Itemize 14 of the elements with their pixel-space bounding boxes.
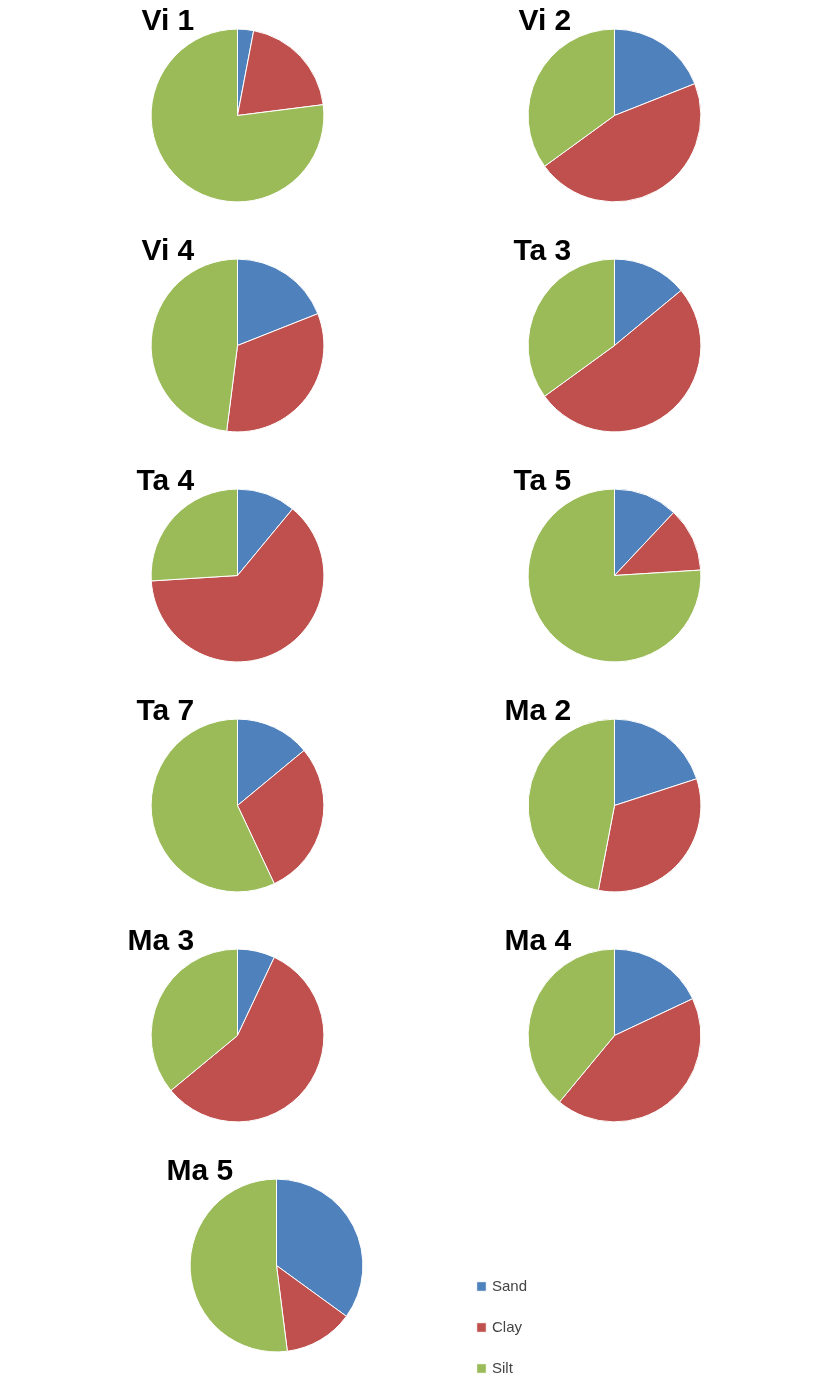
chart-title: Vi 2 bbox=[518, 3, 572, 37]
chart-title: Vi 4 bbox=[141, 233, 195, 267]
legend-label: Sand bbox=[492, 1277, 528, 1294]
chart-title: Ma 5 bbox=[166, 1153, 234, 1187]
chart-title: Ma 3 bbox=[127, 923, 195, 957]
chart-title: Ta 7 bbox=[136, 693, 195, 727]
chart-title: Ta 4 bbox=[136, 463, 195, 497]
chart-title: Ta 3 bbox=[513, 233, 572, 267]
chart-title: Ta 5 bbox=[513, 463, 572, 497]
chart-title: Vi 1 bbox=[141, 3, 195, 37]
legend-label: Silt bbox=[492, 1359, 513, 1376]
chart-title: Ma 4 bbox=[504, 923, 572, 957]
chart-title: Ma 2 bbox=[504, 693, 572, 727]
legend-label: Clay bbox=[492, 1318, 523, 1335]
